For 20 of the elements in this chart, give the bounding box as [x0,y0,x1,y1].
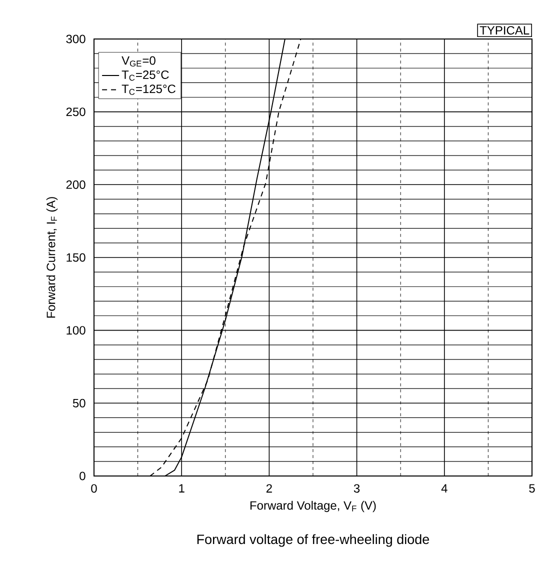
y-tick-label: 250 [66,108,86,116]
y-tick-label: 50 [72,398,86,408]
legend-title: V$_{GE}$=0 [122,56,156,67]
x-tick-label: 0 [91,484,97,493]
y-tick-label: 300 [66,34,86,44]
y-tick-label: 100 [66,326,86,335]
y-tick-label: 0 [80,472,86,480]
y-axis-title: Forward Current, I$_{F}$ (A) [46,197,58,318]
x-tick-label: 3 [354,484,360,493]
x-tick-label: 4 [441,484,448,492]
text: Forward voltage of free-wheeling diode [197,534,430,547]
x-tick-label: 1 [179,484,184,492]
y-tick-label: 150 [66,253,86,262]
text: TYPICAL [480,26,530,35]
x-axis-title: Forward Voltage, V$_{F}$ (V) [250,500,376,512]
y-tick-label: 200 [66,180,86,189]
x-tick-label: 2 [266,484,272,493]
legend-label: T$_{C}$=25°C [122,70,169,81]
x-tick-label: 5 [529,484,535,493]
legend-label: T$_{C}$=125°C [122,84,176,95]
